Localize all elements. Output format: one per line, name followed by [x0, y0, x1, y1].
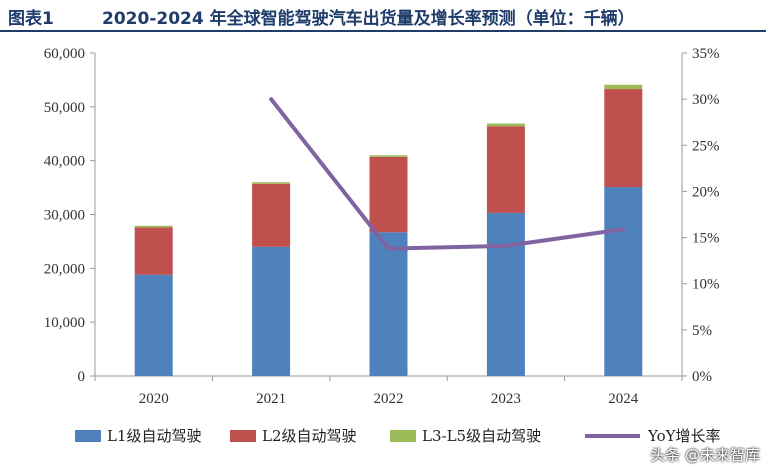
y-tick-label: 50,000	[44, 100, 85, 116]
y2-tick-label: 25%	[692, 138, 720, 154]
bar-l3-l5	[486, 123, 525, 127]
x-tick-label: 2023	[491, 391, 521, 407]
legend-l2-label: L2级自动驾驶	[262, 427, 357, 445]
bar-l1	[369, 232, 408, 376]
y-tick-label: 40,000	[44, 154, 85, 170]
legend-l3-l5-label: L3-L5级自动驾驶	[422, 427, 541, 445]
figure-label: 图表1	[8, 9, 54, 29]
legend-yoy-label: YoY增长率	[647, 427, 721, 445]
bar-l2	[486, 126, 525, 213]
y-tick-label: 30,000	[44, 208, 85, 224]
bar-l3-l5	[604, 84, 643, 90]
bar-l1	[134, 274, 173, 376]
x-tick-label: 2020	[139, 391, 169, 407]
bar-l3-l5	[134, 225, 173, 228]
bar-l3-l5	[252, 182, 291, 184]
y2-tick-label: 30%	[692, 92, 720, 108]
x-tick-label: 2022	[374, 391, 404, 407]
bar-l1	[252, 246, 291, 376]
bar-l1	[604, 187, 643, 376]
bar-l2	[604, 89, 643, 188]
yoy-line	[269, 97, 626, 251]
chart-title: 2020-2024 年全球智能驾驶汽车出货量及增长率预测（单位：千辆）	[102, 9, 635, 29]
bar-l2	[134, 227, 173, 275]
legend-l2-swatch	[230, 430, 256, 442]
bar-l2	[369, 156, 408, 233]
y-tick-label: 10,000	[44, 315, 85, 331]
y-tick-label: 60,000	[44, 46, 85, 62]
legend-l1-label: L1级自动驾驶	[107, 427, 202, 445]
x-tick-label: 2024	[608, 391, 639, 407]
bar-l2	[252, 183, 291, 247]
title-bar: 图表1 2020-2024 年全球智能驾驶汽车出货量及增长率预测（单位：千辆）	[0, 0, 766, 32]
y-tick-label: 20,000	[44, 261, 85, 277]
y-tick-label: 0	[78, 369, 86, 385]
bar-l1	[486, 212, 525, 376]
legend-l1-swatch	[75, 430, 101, 442]
y2-tick-label: 10%	[692, 277, 720, 293]
y2-tick-label: 15%	[692, 231, 720, 247]
legend-l3-l5-swatch	[390, 430, 416, 442]
y2-tick-label: 35%	[692, 46, 720, 62]
x-tick-label: 2021	[256, 391, 286, 407]
y2-tick-label: 5%	[692, 323, 712, 339]
watermark-text: 头条 @未来智库	[650, 446, 760, 464]
y2-tick-label: 0%	[692, 369, 712, 385]
y2-tick-label: 20%	[692, 184, 720, 200]
bar-l3-l5	[369, 155, 408, 157]
